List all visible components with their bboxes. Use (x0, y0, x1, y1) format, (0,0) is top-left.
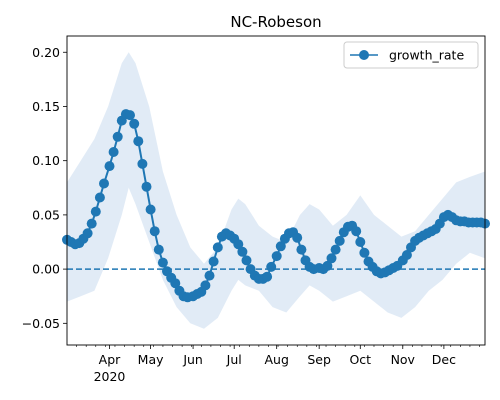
growth-rate-point (322, 260, 333, 271)
growth-rate-point (129, 118, 140, 129)
growth-rate-point (233, 239, 244, 250)
growth-rate-point (141, 181, 152, 192)
growth-rate-point (351, 226, 362, 237)
growth-rate-point (108, 147, 119, 157)
growth-rate-point (149, 226, 160, 237)
growth-rate-point (204, 270, 215, 281)
y-tick-label: 0.00 (32, 262, 60, 277)
growth-rate-point (334, 235, 345, 246)
growth-rate-point (296, 244, 307, 255)
x-tick-label: May (138, 352, 164, 367)
y-tick-label: 0.15 (32, 99, 60, 114)
uncertainty-band-layer (67, 52, 485, 329)
growth-rate-point (292, 232, 303, 243)
growth-rate-point (153, 244, 164, 255)
growth-rate-point (99, 178, 109, 189)
legend-label-growth-rate: growth_rate (389, 48, 464, 63)
legend: growth_rate (343, 41, 479, 69)
legend-marker-swatch (359, 50, 369, 60)
x-axis: Apr May Jun Jul Aug Sep Oct Nov Dec 2020 (76, 345, 480, 384)
growth-rate-point (208, 256, 219, 267)
growth-rate-point (200, 280, 211, 291)
growth-rate-point (145, 204, 156, 215)
growth-rate-point (125, 110, 135, 121)
x-year-label: 2020 (94, 369, 126, 384)
growth-rate-point (82, 228, 93, 239)
growth-rate-point (133, 136, 144, 147)
growth-rate-point (90, 206, 101, 217)
x-tick-label: Dec (432, 352, 456, 367)
x-tick-label: Sep (307, 352, 331, 367)
chart-title: NC-Robeson (230, 13, 321, 31)
y-tick-label: 0.10 (32, 153, 60, 168)
growth-rate-point (237, 246, 248, 257)
growth-rate-point (271, 251, 282, 262)
x-tick-label: Oct (349, 352, 371, 367)
series-layer (62, 109, 490, 303)
x-tick-label: Apr (99, 352, 121, 367)
uncertainty-band (67, 52, 485, 329)
growth-rate-point (137, 158, 148, 169)
plot-frame (66, 35, 486, 346)
growth-rate-point (355, 237, 366, 247)
x-tick-label: Aug (264, 352, 288, 367)
growth-rate-point (170, 278, 181, 289)
legend-box (343, 41, 479, 69)
y-tick-label: −0.05 (22, 316, 60, 331)
growth-rate-point (112, 131, 123, 142)
y-tick-label: 0.05 (32, 207, 60, 222)
x-tick-label: Jul (226, 352, 242, 367)
y-tick-label: 0.20 (32, 45, 60, 60)
growth-rate-point (275, 241, 286, 252)
growth-rate-point (401, 250, 412, 260)
growth-rate-point (262, 271, 273, 282)
x-tick-label: Nov (391, 352, 416, 367)
growth-rate-point (86, 218, 97, 229)
growth-rate-point (94, 192, 105, 203)
growth-rate-point (157, 257, 168, 268)
growth-rate-point (212, 242, 223, 253)
y-axis: −0.05 0.00 0.05 0.10 0.15 0.20 (22, 45, 67, 331)
x-tick-label: Jun (182, 352, 203, 367)
growth-rate-point (241, 255, 252, 266)
growth-rate-point (330, 244, 341, 255)
growth-rate-point (266, 261, 277, 272)
growth-rate-point (359, 247, 370, 258)
growth-rate-point (326, 253, 337, 264)
growth-rate-point (104, 161, 115, 172)
